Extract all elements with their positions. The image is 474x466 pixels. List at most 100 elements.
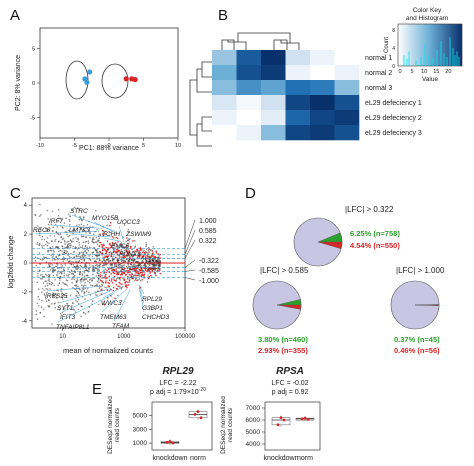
ma-point — [154, 261, 156, 263]
ma-point — [106, 263, 109, 265]
ma-point — [60, 272, 63, 274]
box-ytick-label: 6000 — [246, 417, 261, 424]
ma-point — [147, 268, 149, 270]
ma-point — [100, 271, 102, 274]
ma-point — [123, 278, 125, 281]
ma-point — [41, 238, 43, 241]
ma-point — [104, 259, 106, 262]
ma-point — [48, 280, 51, 283]
ma-point — [87, 242, 90, 244]
ma-point — [103, 258, 105, 261]
ma-point — [128, 281, 131, 283]
ma-point — [36, 318, 39, 320]
ma-point — [91, 251, 94, 254]
pca-xtick-label: 5 — [142, 143, 145, 149]
red-cluster-ellipse — [101, 63, 129, 99]
heatmap-cell — [310, 95, 335, 111]
ma-point — [126, 286, 128, 289]
ma-point — [61, 226, 64, 228]
ma-point — [75, 255, 78, 258]
ma-point — [45, 288, 47, 290]
pie-label-down: 2.93% (n=355) — [258, 346, 308, 355]
ma-point — [46, 282, 48, 285]
ma-point — [103, 269, 105, 272]
heatmap-cell — [334, 110, 360, 126]
gene-label: TCHH — [102, 231, 120, 238]
ma-point — [113, 278, 115, 280]
ma-point — [91, 278, 94, 280]
heatmap-row-label: normal 3 — [365, 85, 392, 92]
ma-point — [92, 236, 94, 239]
ma-point — [129, 263, 132, 265]
ma-point — [48, 273, 50, 276]
ma-point — [106, 289, 109, 292]
ma-xtick-label: 100000 — [175, 334, 196, 340]
color-key-histogram — [403, 37, 460, 66]
ma-point — [113, 249, 115, 252]
ma-point — [108, 282, 110, 285]
box-ytick-label: 1000 — [133, 440, 148, 447]
gene-label: G3BP1 — [142, 305, 163, 312]
gene-leader — [101, 288, 128, 313]
ma-point — [109, 247, 112, 249]
ma-point — [78, 260, 81, 262]
ma-point — [57, 220, 59, 223]
ma-point — [74, 214, 77, 216]
ma-point — [96, 255, 98, 258]
ma-point — [84, 263, 86, 266]
ma-point — [88, 281, 91, 284]
pie-label-up: 6.25% (n=758) — [350, 229, 400, 238]
ma-point — [85, 290, 88, 293]
ma-point — [84, 282, 86, 284]
ma-point — [101, 261, 104, 263]
heatmap-cell — [212, 95, 237, 111]
ma-point — [43, 256, 45, 258]
ma-point — [67, 229, 70, 232]
box-stat-padj-exponent: -20 — [199, 387, 206, 393]
ma-point — [82, 241, 85, 244]
ma-point — [38, 234, 41, 236]
ma-point — [156, 258, 159, 260]
ma-point — [105, 263, 108, 266]
pie-label-up: 0.37% (n=45) — [394, 335, 440, 344]
ma-point — [120, 260, 123, 263]
ma-point — [35, 313, 38, 316]
ma-point — [126, 245, 129, 247]
ma-point — [75, 267, 77, 269]
ma-point — [83, 258, 85, 261]
box-title: RPSA — [276, 366, 304, 377]
ma-point — [60, 263, 62, 266]
ma-point — [119, 279, 122, 281]
ma-point — [96, 265, 99, 267]
ma-point — [96, 229, 98, 231]
gene-leader — [46, 285, 103, 292]
gene-leader — [58, 288, 109, 304]
ma-point — [79, 246, 82, 249]
ma-point — [135, 249, 138, 251]
ma-point — [66, 241, 68, 243]
ma-point — [155, 274, 157, 277]
ma-point — [51, 246, 54, 248]
ma-point — [81, 274, 84, 277]
ma-point — [39, 203, 41, 206]
heatmap-row-label: normal 2 — [365, 70, 392, 77]
ma-point — [91, 265, 94, 267]
ma-point — [88, 264, 91, 266]
ma-point — [83, 312, 85, 314]
ma-point — [38, 232, 41, 234]
ma-point — [120, 258, 123, 260]
ma-point — [115, 278, 118, 280]
ma-point — [99, 289, 102, 292]
ma-point — [108, 275, 111, 278]
ma-point — [141, 268, 143, 271]
ma-point — [73, 256, 76, 258]
ma-point — [82, 252, 84, 255]
ma-point — [77, 266, 80, 268]
ma-point — [56, 272, 59, 274]
ma-point — [63, 272, 66, 275]
ma-point — [37, 295, 39, 298]
ma-point — [111, 241, 114, 244]
ma-point — [104, 275, 106, 278]
ma-point — [120, 299, 123, 302]
ma-point — [159, 260, 161, 262]
